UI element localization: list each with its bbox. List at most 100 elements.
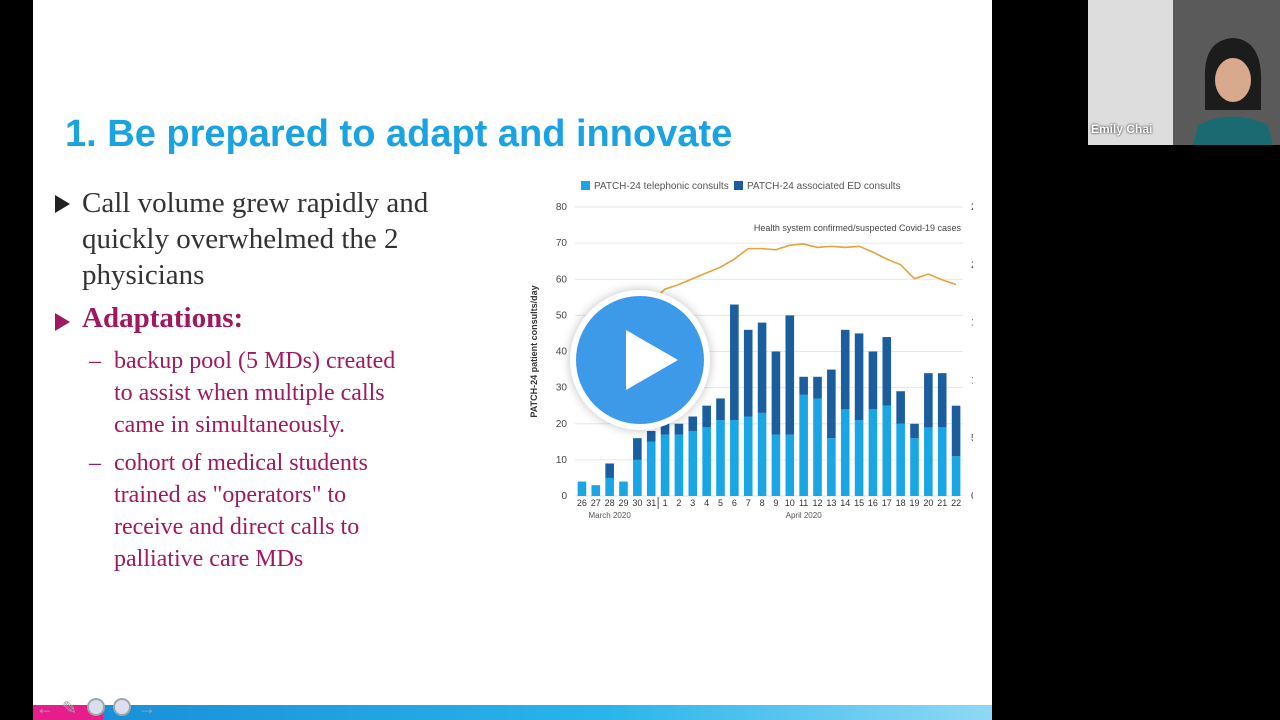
x-tick-label: 6 <box>732 498 737 508</box>
x-tick-label: 14 <box>840 498 850 508</box>
bar-telephonic <box>882 405 892 496</box>
x-tick-label: 16 <box>868 498 878 508</box>
x-tick-label: 11 <box>799 498 808 508</box>
bar-ed <box>827 369 836 439</box>
bar-ed <box>813 376 822 399</box>
bar-telephonic <box>730 420 739 496</box>
month-label: March 2020 <box>589 511 632 520</box>
x-tick-label: 27 <box>591 498 601 508</box>
bookshelf-background <box>1088 0 1173 145</box>
sub-bullet-line: trained as "operators" to <box>114 482 347 508</box>
bar-telephonic <box>896 423 905 496</box>
bar-telephonic <box>868 409 878 496</box>
sub-bullet-line: to assist when multiple calls <box>114 380 385 406</box>
bar-ed <box>633 438 642 460</box>
y-tick-label: 40 <box>556 347 568 358</box>
bar-telephonic <box>605 477 614 496</box>
slide-footer-bar <box>33 705 992 720</box>
sub-bullet-line: backup pool (5 MDs) created <box>114 348 396 374</box>
bar-ed <box>605 463 614 478</box>
x-tick-label: 19 <box>909 498 919 508</box>
y-tick-label: 10 <box>556 455 568 466</box>
x-tick-label: 26 <box>577 498 587 508</box>
legend-label-telephonic: PATCH-24 telephonic consults <box>594 181 729 192</box>
pen-icon[interactable]: ✎ <box>62 698 78 718</box>
bar-ed <box>896 391 905 424</box>
y-tick-label: 0 <box>561 491 567 502</box>
x-tick-label: 9 <box>773 498 778 508</box>
bar-ed <box>716 398 725 421</box>
bar-ed <box>743 329 753 417</box>
bar-ed <box>937 373 947 428</box>
bullet-label: Adaptations: <box>82 302 244 334</box>
arrow-right-icon[interactable]: → <box>138 698 156 718</box>
participant-video: Emily Chai <box>1088 0 1280 145</box>
bar-ed <box>688 416 698 431</box>
more-icon[interactable] <box>113 698 131 716</box>
bar-ed <box>730 304 739 421</box>
y-tick-label: 30 <box>556 383 568 394</box>
y-tick-label: 80 <box>556 202 568 213</box>
bar-telephonic <box>702 427 711 496</box>
bar-telephonic <box>591 485 601 496</box>
bar-telephonic <box>771 434 781 496</box>
play-icon <box>626 330 678 390</box>
y-tick-label: 70 <box>556 238 568 249</box>
bar-telephonic <box>633 459 642 496</box>
consults-chart: PATCH-24 telephonic consults PATCH-24 ass… <box>529 181 973 520</box>
x-tick-label: 4 <box>704 498 709 508</box>
bar-ed <box>646 430 656 442</box>
arrow-left-icon[interactable]: ← <box>36 698 54 718</box>
x-tick-label: 12 <box>812 498 822 508</box>
y2-tick-label: 2500 <box>971 202 973 213</box>
x-tick-label: 18 <box>896 498 906 508</box>
bar-telephonic <box>660 434 670 496</box>
sub-bullet-line: receive and direct calls to <box>114 514 360 540</box>
bar-telephonic <box>937 427 947 496</box>
x-tick-label: 5 <box>718 498 723 508</box>
sub-bullet-line: came in simultaneously. <box>114 412 346 438</box>
bar-ed <box>785 315 795 435</box>
bar-telephonic <box>646 441 656 496</box>
play-button[interactable] <box>570 290 710 430</box>
line-annotation: Health system confirmed/suspected Covid-… <box>754 223 962 233</box>
bar-ed <box>854 333 864 421</box>
bar-ed <box>951 405 961 457</box>
legend-swatch-ed <box>734 181 743 190</box>
sub-bullet-line: palliative care MDs <box>114 546 304 572</box>
bar-ed <box>882 337 892 406</box>
x-tick-label: 22 <box>951 498 961 508</box>
x-tick-label: 21 <box>937 498 947 508</box>
y2-tick-label: 0 <box>971 491 973 502</box>
bar-telephonic <box>674 434 684 496</box>
bar-telephonic <box>854 420 864 496</box>
x-tick-label: 10 <box>785 498 795 508</box>
x-tick-label: 2 <box>676 498 681 508</box>
bar-ed <box>660 423 670 435</box>
bar-telephonic <box>716 420 725 496</box>
bar-telephonic <box>799 394 808 496</box>
participant-name: Emily Chai <box>1091 122 1153 136</box>
bullet-marker-icon <box>55 195 70 213</box>
x-tick-label: 13 <box>826 498 836 508</box>
bar-telephonic <box>924 427 933 496</box>
y2-tick-label: 1000 <box>971 375 973 386</box>
x-tick-label: 17 <box>882 498 892 508</box>
legend-label-ed: PATCH-24 associated ED consults <box>747 181 901 192</box>
x-tick-label: 20 <box>923 498 933 508</box>
bar-ed <box>757 322 767 413</box>
bar-ed <box>910 423 919 439</box>
bar-telephonic <box>743 416 753 496</box>
bar-telephonic <box>951 456 961 496</box>
y2-tick-label: 1500 <box>971 318 973 329</box>
x-tick-label: 15 <box>854 498 864 508</box>
y-tick-label: 50 <box>556 310 568 321</box>
bullet-line: Call volume grew rapidly and <box>82 187 429 219</box>
x-tick-label: 28 <box>605 498 615 508</box>
bar-ed <box>868 351 878 410</box>
bullet-line: quickly overwhelmed the 2 <box>82 223 399 255</box>
month-label: April 2020 <box>786 511 823 520</box>
y2-tick-label: 2000 <box>971 260 973 271</box>
y-tick-label: 20 <box>556 419 568 430</box>
grid-icon[interactable] <box>87 698 105 716</box>
